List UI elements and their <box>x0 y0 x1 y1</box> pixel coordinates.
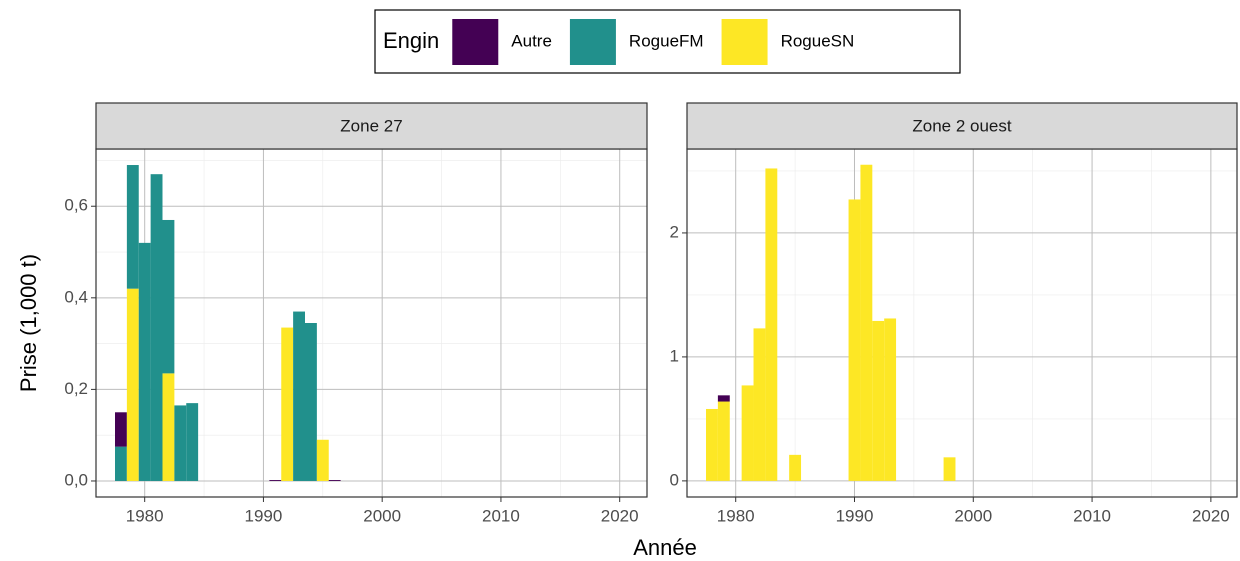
bar-segment <box>316 439 329 481</box>
y-tick-label: 1 <box>670 346 679 365</box>
legend-key <box>721 19 768 65</box>
bar-segment <box>717 395 730 402</box>
x-tick-label: 2000 <box>954 506 992 525</box>
strip <box>95 102 648 150</box>
strip-title: Zone 27 <box>340 116 402 135</box>
x-tick-label: 1990 <box>836 506 874 525</box>
bar-segment <box>765 168 778 481</box>
legend-key <box>569 19 616 65</box>
y-tick-label: 0,4 <box>64 287 88 306</box>
y-tick-label: 0,6 <box>64 196 88 215</box>
bar-segment <box>115 412 127 447</box>
bar-segment <box>186 403 199 481</box>
panel-background <box>687 149 1237 497</box>
x-axis-label: Année <box>633 535 697 560</box>
bar-segment <box>281 327 294 481</box>
bar-segment <box>115 446 127 481</box>
y-axis-label: Prise (1,000 t) <box>16 254 41 392</box>
legend-key <box>452 19 499 65</box>
bar-segment <box>162 219 175 374</box>
bar-segment <box>126 288 139 481</box>
bar-segment <box>741 385 754 481</box>
legend: Engin Autre RogueFM RogueSN <box>383 19 854 65</box>
bar-segment <box>138 242 151 481</box>
bar-segment <box>305 323 317 481</box>
bar-segment <box>884 318 897 481</box>
bar-segment <box>126 165 139 289</box>
legend-label: RogueSN <box>781 31 855 50</box>
bar-segment <box>753 328 766 481</box>
bar-segment <box>328 480 341 481</box>
bar-segment <box>860 164 873 481</box>
y-tick-label: 2 <box>670 222 679 241</box>
legend-title: Engin <box>383 28 439 53</box>
x-tick-label: 1990 <box>245 506 283 525</box>
bar-segment <box>293 311 305 481</box>
x-tick-label: 1980 <box>717 506 755 525</box>
bar-segment <box>162 373 175 481</box>
x-tick-label: 2010 <box>482 506 520 525</box>
legend-label: RogueFM <box>629 31 704 50</box>
strip-title: Zone 2 ouest <box>912 116 1012 135</box>
strip <box>686 102 1238 150</box>
bar-segment <box>150 174 163 481</box>
x-tick-label: 2010 <box>1073 506 1111 525</box>
y-tick-label: 0 <box>670 470 679 489</box>
x-tick-label: 1980 <box>126 506 164 525</box>
x-tick-label: 2020 <box>1192 506 1230 525</box>
bar-segment <box>872 320 885 481</box>
y-tick-label: 0,2 <box>64 379 88 398</box>
legend-label: Autre <box>511 31 552 50</box>
bar-segment <box>269 480 282 481</box>
bar-segment <box>789 454 802 481</box>
x-tick-label: 2000 <box>363 506 401 525</box>
bar-segment <box>706 408 718 481</box>
bar-segment <box>717 401 730 481</box>
bar-segment <box>943 457 956 481</box>
bar-segment <box>174 405 187 481</box>
y-tick-label: 0,0 <box>64 470 88 489</box>
x-tick-label: 2020 <box>601 506 639 525</box>
bar-segment <box>848 199 861 481</box>
